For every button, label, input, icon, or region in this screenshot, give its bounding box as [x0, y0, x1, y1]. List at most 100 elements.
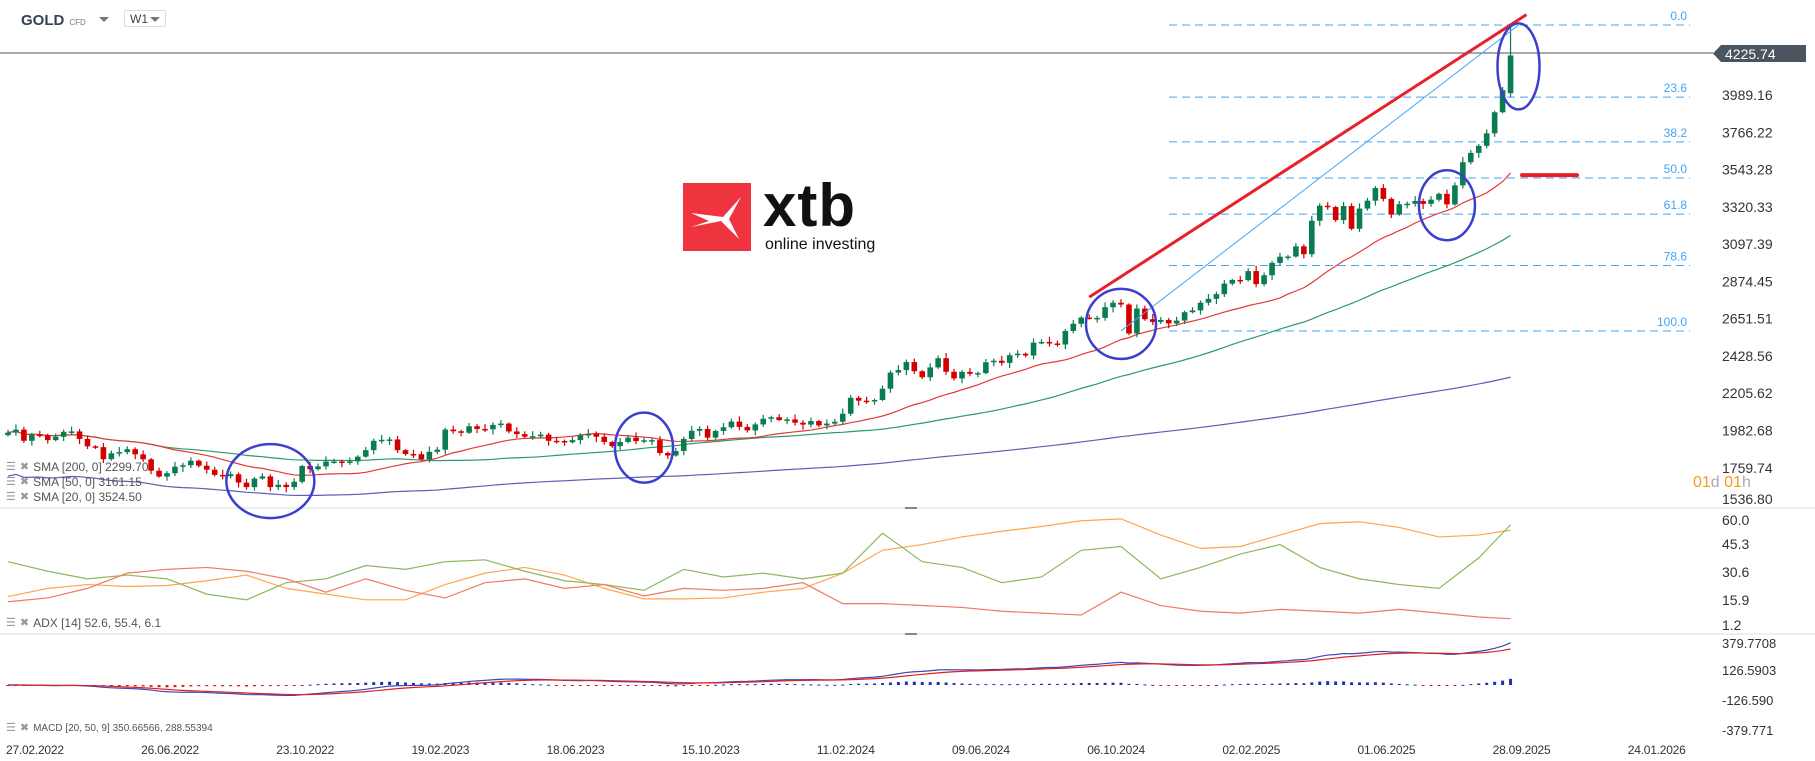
- symbol-name: GOLD: [21, 12, 65, 29]
- timeframe-dropdown[interactable]: W1: [124, 10, 166, 27]
- candle-up: [331, 461, 337, 464]
- close-icon[interactable]: ✖: [19, 476, 30, 488]
- candle-down: [267, 476, 274, 488]
- candle-down: [148, 459, 154, 471]
- legend-sma200-text: SMA [200, 0] 2299.70: [33, 460, 149, 474]
- macd-histogram-bar: [1310, 682, 1314, 685]
- candle-down: [84, 438, 91, 447]
- legend-macd[interactable]: ☰ ✖ MACD [20, 50, 9] 350.66566, 288.55394: [6, 722, 213, 735]
- macd-histogram-bar: [1429, 685, 1433, 686]
- candle-up: [1229, 279, 1236, 284]
- menu-icon[interactable]: ☰: [6, 722, 16, 734]
- date-axis-label: 19.02.2023: [411, 743, 469, 757]
- close-icon[interactable]: ✖: [19, 722, 30, 734]
- macd-histogram-bar: [904, 681, 908, 685]
- candle-up: [116, 452, 123, 454]
- candle-up: [625, 437, 631, 442]
- macd-histogram-bar: [1453, 685, 1457, 686]
- macd-histogram-bar: [1111, 682, 1115, 685]
- candle-up: [577, 435, 584, 441]
- candle-down: [967, 371, 973, 374]
- date-axis-label: 09.06.2024: [952, 743, 1010, 757]
- candle-down: [283, 484, 290, 488]
- highlight-circle: [613, 411, 675, 484]
- macd-histogram-bar: [1326, 681, 1330, 685]
- candle-up: [1006, 355, 1013, 363]
- candle-up: [1102, 307, 1108, 318]
- candle-up: [1340, 206, 1347, 221]
- chevron-down-icon[interactable]: [98, 17, 109, 22]
- macd-histogram-bar: [912, 681, 916, 685]
- macd-histogram-bar: [531, 684, 535, 686]
- macd-histogram-bar: [1342, 681, 1346, 685]
- date-axis-label: 23.10.2022: [276, 743, 334, 757]
- close-icon[interactable]: ✖: [19, 617, 30, 629]
- candle-down: [704, 428, 711, 438]
- macd-histogram-bar: [833, 684, 837, 686]
- candle-down: [1142, 308, 1148, 320]
- macd-histogram-bar: [372, 682, 376, 685]
- macd-histogram-bar: [1405, 684, 1409, 686]
- symbol-selector[interactable]: GOLD CFD: [21, 12, 109, 29]
- candle-up: [251, 478, 258, 488]
- macd-histogram-bar: [427, 683, 431, 685]
- candle-up: [927, 367, 933, 378]
- candle-up: [760, 418, 767, 425]
- candle-down: [482, 428, 488, 431]
- legend-adx[interactable]: ☰ ✖ ADX [14] 52.6, 55.4, 6.1: [6, 617, 161, 630]
- macd-histogram-bar: [1238, 684, 1242, 686]
- macd-histogram-bar: [1000, 684, 1004, 686]
- macd-histogram-bar: [984, 684, 988, 686]
- macd-histogram-bar: [920, 682, 924, 685]
- candle-down: [553, 440, 560, 443]
- legend-sma50[interactable]: ☰ ✖ SMA [50, 0] 3161.15: [6, 476, 142, 489]
- macd-histogram-bar: [388, 681, 392, 685]
- candle-up: [529, 436, 536, 438]
- macd-histogram-bar: [1294, 683, 1298, 685]
- countdown-hours: 01: [1724, 474, 1742, 491]
- macd-histogram-bar: [706, 685, 710, 686]
- candle-down: [863, 400, 870, 403]
- macd-histogram-bar: [419, 683, 423, 685]
- macd-histogram-bar: [817, 684, 821, 686]
- macd-histogram-bar: [1230, 684, 1234, 686]
- candle-up: [426, 451, 433, 460]
- close-icon[interactable]: ✖: [19, 491, 30, 503]
- candle-down: [140, 454, 146, 460]
- candle-up: [227, 474, 234, 477]
- macd-histogram-bar: [340, 683, 344, 685]
- macd-histogram-bar: [594, 685, 598, 686]
- legend-sma20[interactable]: ☰ ✖ SMA [20, 0] 3524.50: [6, 491, 142, 504]
- menu-icon[interactable]: ☰: [6, 617, 16, 629]
- candle-up: [1277, 256, 1283, 263]
- candle-up: [1094, 317, 1100, 320]
- candle-up: [1364, 200, 1371, 209]
- fib-level-label: 78.6: [1664, 249, 1688, 263]
- macd-histogram-bar: [1143, 684, 1147, 686]
- candle-up: [1428, 199, 1434, 204]
- macd-histogram-bar: [364, 682, 368, 685]
- macd-histogram-bar: [221, 685, 225, 687]
- macd-histogram-bar: [936, 681, 940, 685]
- legend-sma200[interactable]: ☰ ✖ SMA [200, 0] 2299.70: [6, 461, 149, 474]
- close-icon[interactable]: ✖: [19, 461, 30, 473]
- candle-up: [1245, 271, 1251, 281]
- sma200-line: [7, 376, 1511, 497]
- menu-icon[interactable]: ☰: [6, 476, 16, 488]
- menu-icon[interactable]: ☰: [6, 461, 16, 473]
- candle-up: [673, 450, 679, 456]
- macd-histogram-bar: [618, 685, 622, 686]
- macd-histogram-bar: [1199, 685, 1202, 686]
- price-axis-label: 2651.51: [1722, 311, 1773, 327]
- price-axis-label: 3320.33: [1722, 199, 1773, 215]
- macd-histogram-bar: [586, 685, 590, 686]
- candle-down: [545, 434, 552, 441]
- macd-histogram-bar: [666, 685, 670, 687]
- candle-up: [1014, 353, 1021, 356]
- fib-level-label: 0.0: [1670, 9, 1687, 23]
- menu-icon[interactable]: ☰: [6, 491, 16, 503]
- macd-histogram-bar: [1095, 683, 1099, 685]
- candle-down: [1380, 187, 1387, 199]
- candle-down: [943, 358, 949, 372]
